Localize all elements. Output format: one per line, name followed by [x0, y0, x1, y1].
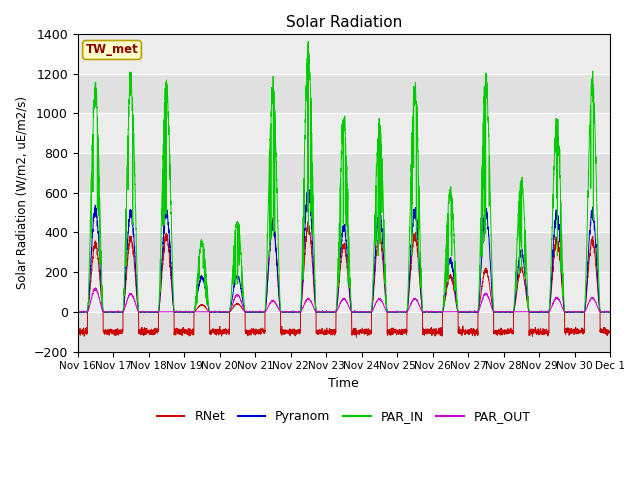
Text: TW_met: TW_met	[86, 44, 138, 57]
PAR_OUT	[92, 285, 99, 291]
Bar	[77, 113, 610, 153]
Pyranom	[605, 309, 613, 314]
Y-axis label: Solar Radiation (W/m2, uE/m2/s): Solar Radiation (W/m2, uE/m2/s)	[15, 96, 28, 289]
PAR_OUT	[324, 309, 332, 315]
RNet	[606, 329, 614, 335]
PAR_IN	[606, 309, 614, 314]
Bar	[77, 272, 610, 312]
Pyranom	[305, 181, 312, 187]
X-axis label: Time: Time	[328, 377, 359, 390]
Pyranom	[606, 309, 614, 315]
Line: PAR_IN: PAR_IN	[77, 41, 610, 312]
PAR_OUT	[493, 309, 501, 315]
Bar	[77, 153, 610, 193]
RNet	[269, 215, 277, 220]
PAR_OUT	[606, 309, 614, 315]
RNet	[74, 328, 81, 334]
Pyranom	[434, 309, 442, 315]
PAR_OUT	[74, 309, 81, 314]
PAR_IN	[463, 309, 471, 315]
PAR_IN	[434, 309, 442, 315]
PAR_IN	[74, 309, 82, 315]
PAR_IN	[74, 309, 81, 315]
Line: Pyranom: Pyranom	[77, 184, 610, 313]
Line: PAR_OUT: PAR_OUT	[77, 288, 610, 312]
Pyranom	[493, 309, 501, 315]
PAR_IN	[493, 309, 501, 314]
PAR_OUT	[74, 309, 82, 315]
PAR_IN	[170, 296, 177, 301]
PAR_IN	[324, 309, 332, 315]
PAR_OUT	[170, 309, 177, 315]
Bar	[77, 312, 610, 351]
Bar	[77, 193, 610, 232]
PAR_OUT	[434, 309, 442, 315]
Pyranom	[170, 301, 177, 307]
RNet	[170, 303, 177, 309]
RNet	[463, 329, 471, 335]
Legend: RNet, Pyranom, PAR_IN, PAR_OUT: RNet, Pyranom, PAR_IN, PAR_OUT	[152, 406, 536, 428]
RNet	[605, 329, 613, 335]
PAR_IN	[305, 38, 312, 44]
PAR_OUT	[463, 309, 471, 315]
Line: RNet: RNet	[77, 217, 610, 337]
Bar	[77, 73, 610, 113]
Pyranom	[74, 309, 81, 315]
RNet	[493, 327, 501, 333]
PAR_OUT	[605, 309, 613, 315]
RNet	[434, 330, 442, 336]
Bar	[77, 232, 610, 272]
Bar	[77, 34, 610, 73]
Title: Solar Radiation: Solar Radiation	[285, 15, 402, 30]
RNet	[324, 328, 332, 334]
Pyranom	[186, 310, 193, 316]
PAR_IN	[605, 309, 613, 315]
RNet	[353, 335, 360, 340]
Pyranom	[324, 309, 332, 314]
Pyranom	[463, 309, 471, 315]
